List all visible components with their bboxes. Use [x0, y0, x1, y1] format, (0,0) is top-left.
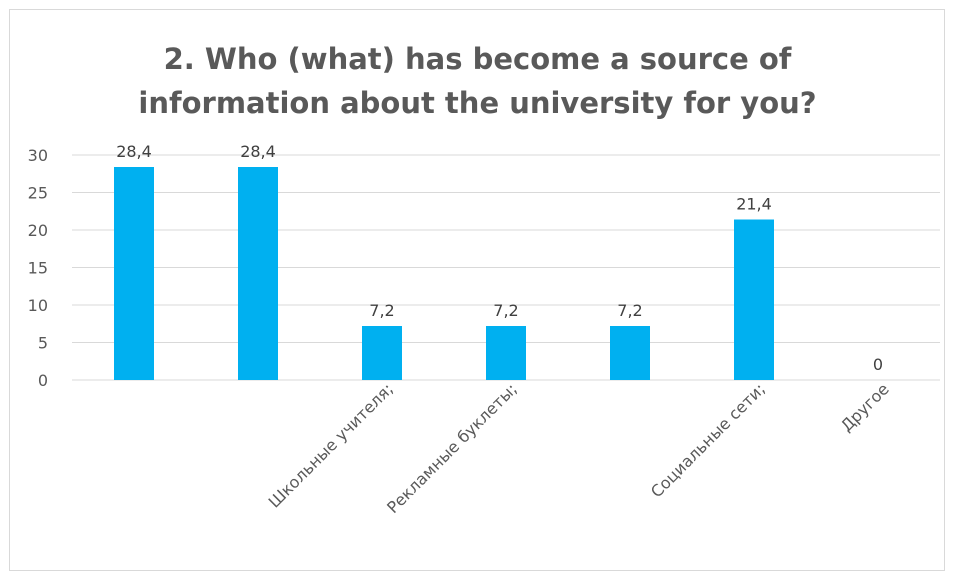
data-label-2: 7,2: [369, 301, 394, 320]
data-label-5: 21,4: [736, 195, 772, 214]
chart-frame: [9, 9, 945, 571]
y-tick-label-5: 5: [38, 334, 48, 353]
y-tick-label-0: 0: [38, 371, 48, 390]
chart-title: 2. Who (what) has become a source of inf…: [0, 37, 955, 125]
chart-title-line-2: information about the university for you…: [138, 86, 817, 120]
data-label-3: 7,2: [493, 301, 518, 320]
bar-4: [610, 326, 650, 380]
y-tick-label-10: 10: [28, 296, 48, 315]
data-label-6: 0: [873, 355, 883, 374]
bar-2: [362, 326, 402, 380]
bar-5: [734, 219, 774, 380]
category-label-5: Социальные сети;: [647, 379, 769, 501]
y-tick-label-30: 30: [28, 146, 48, 165]
data-label-1: 28,4: [240, 142, 276, 161]
category-label-3: Рекламные буклеты;: [383, 379, 521, 517]
chart-title-line-1: 2. Who (what) has become a source of: [163, 42, 792, 76]
y-tick-label-20: 20: [28, 221, 48, 240]
category-label-2: Школьные учителя;: [265, 379, 397, 511]
category-label-6: Другое: [837, 379, 893, 435]
y-tick-label-15: 15: [28, 259, 48, 278]
bar-0: [114, 167, 154, 380]
y-tick-label-25: 25: [28, 184, 48, 203]
bar-3: [486, 326, 526, 380]
data-label-0: 28,4: [116, 142, 152, 161]
bar-1: [238, 167, 278, 380]
data-label-4: 7,2: [617, 301, 642, 320]
